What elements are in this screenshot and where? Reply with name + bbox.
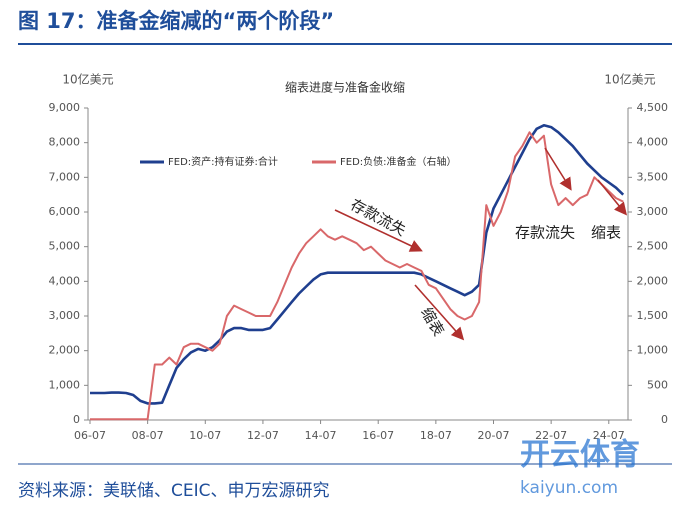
- arrow: [414, 284, 465, 341]
- y2-tick-label: 1,500: [637, 309, 669, 322]
- legend-label: FED:资产:持有证券:合计: [168, 155, 278, 168]
- page-title: 图 17：准备金缩减的“两个阶段”: [18, 9, 334, 33]
- y-tick-label: 3,000: [49, 309, 81, 322]
- y-tick-label: 8,000: [49, 136, 81, 149]
- y2-tick-label: 4,000: [637, 136, 669, 149]
- y-tick-label: 6,000: [49, 205, 81, 218]
- x-tick-label: 24-07: [593, 429, 625, 442]
- legend-label: FED:负债:准备金（右轴）: [340, 155, 457, 168]
- y2-tick-label: 0: [661, 413, 668, 426]
- y2-tick-label: 500: [647, 378, 668, 391]
- y-tick-label: 7,000: [49, 170, 81, 183]
- y-axis-label: 10亿美元: [62, 72, 113, 87]
- y2-tick-label: 1,000: [637, 344, 669, 357]
- y2-tick-label: 3,000: [637, 205, 669, 218]
- y2-tick-label: 4,500: [637, 101, 669, 114]
- watermark-site: kaiyun.com: [520, 478, 618, 498]
- watermark-brand: 开云体育: [520, 438, 640, 473]
- arrow: [544, 147, 572, 191]
- y-tick-label: 4,000: [49, 274, 81, 287]
- arrow: [597, 179, 628, 216]
- x-tick-label: 12-07: [247, 429, 279, 442]
- x-tick-label: 16-07: [362, 429, 394, 442]
- y-tick-label: 9,000: [49, 101, 81, 114]
- x-tick-label: 14-07: [305, 429, 337, 442]
- y-tick-label: 1,000: [49, 378, 81, 391]
- x-tick-label: 10-07: [189, 429, 221, 442]
- x-tick-label: 18-07: [420, 429, 452, 442]
- annotation: 存款流失: [515, 224, 575, 242]
- y2-tick-label: 2,500: [637, 240, 669, 253]
- y2-axis-label: 10亿美元: [604, 72, 655, 87]
- series-line: [90, 131, 624, 421]
- y-tick-label: 5,000: [49, 240, 81, 253]
- y-tick-label: 0: [73, 413, 80, 426]
- y2-tick-label: 2,000: [637, 274, 669, 287]
- source: 资料来源：美联储、CEIC、申万宏源研究: [18, 481, 330, 501]
- arrow: [334, 209, 423, 252]
- chart-title: 缩表进度与准备金收缩: [285, 80, 405, 95]
- x-tick-label: 20-07: [478, 429, 510, 442]
- annotation: 缩表: [591, 224, 621, 242]
- y-tick-label: 2,000: [49, 344, 81, 357]
- x-tick-label: 08-07: [132, 429, 164, 442]
- annotation: 缩表: [417, 304, 448, 339]
- arrows: [334, 147, 628, 341]
- x-tick-label: 06-07: [74, 429, 106, 442]
- y2-tick-label: 3,500: [637, 170, 669, 183]
- x-tick-label: 22-07: [535, 429, 567, 442]
- series-line: [90, 124, 625, 405]
- annotation: 存款流失: [348, 196, 409, 240]
